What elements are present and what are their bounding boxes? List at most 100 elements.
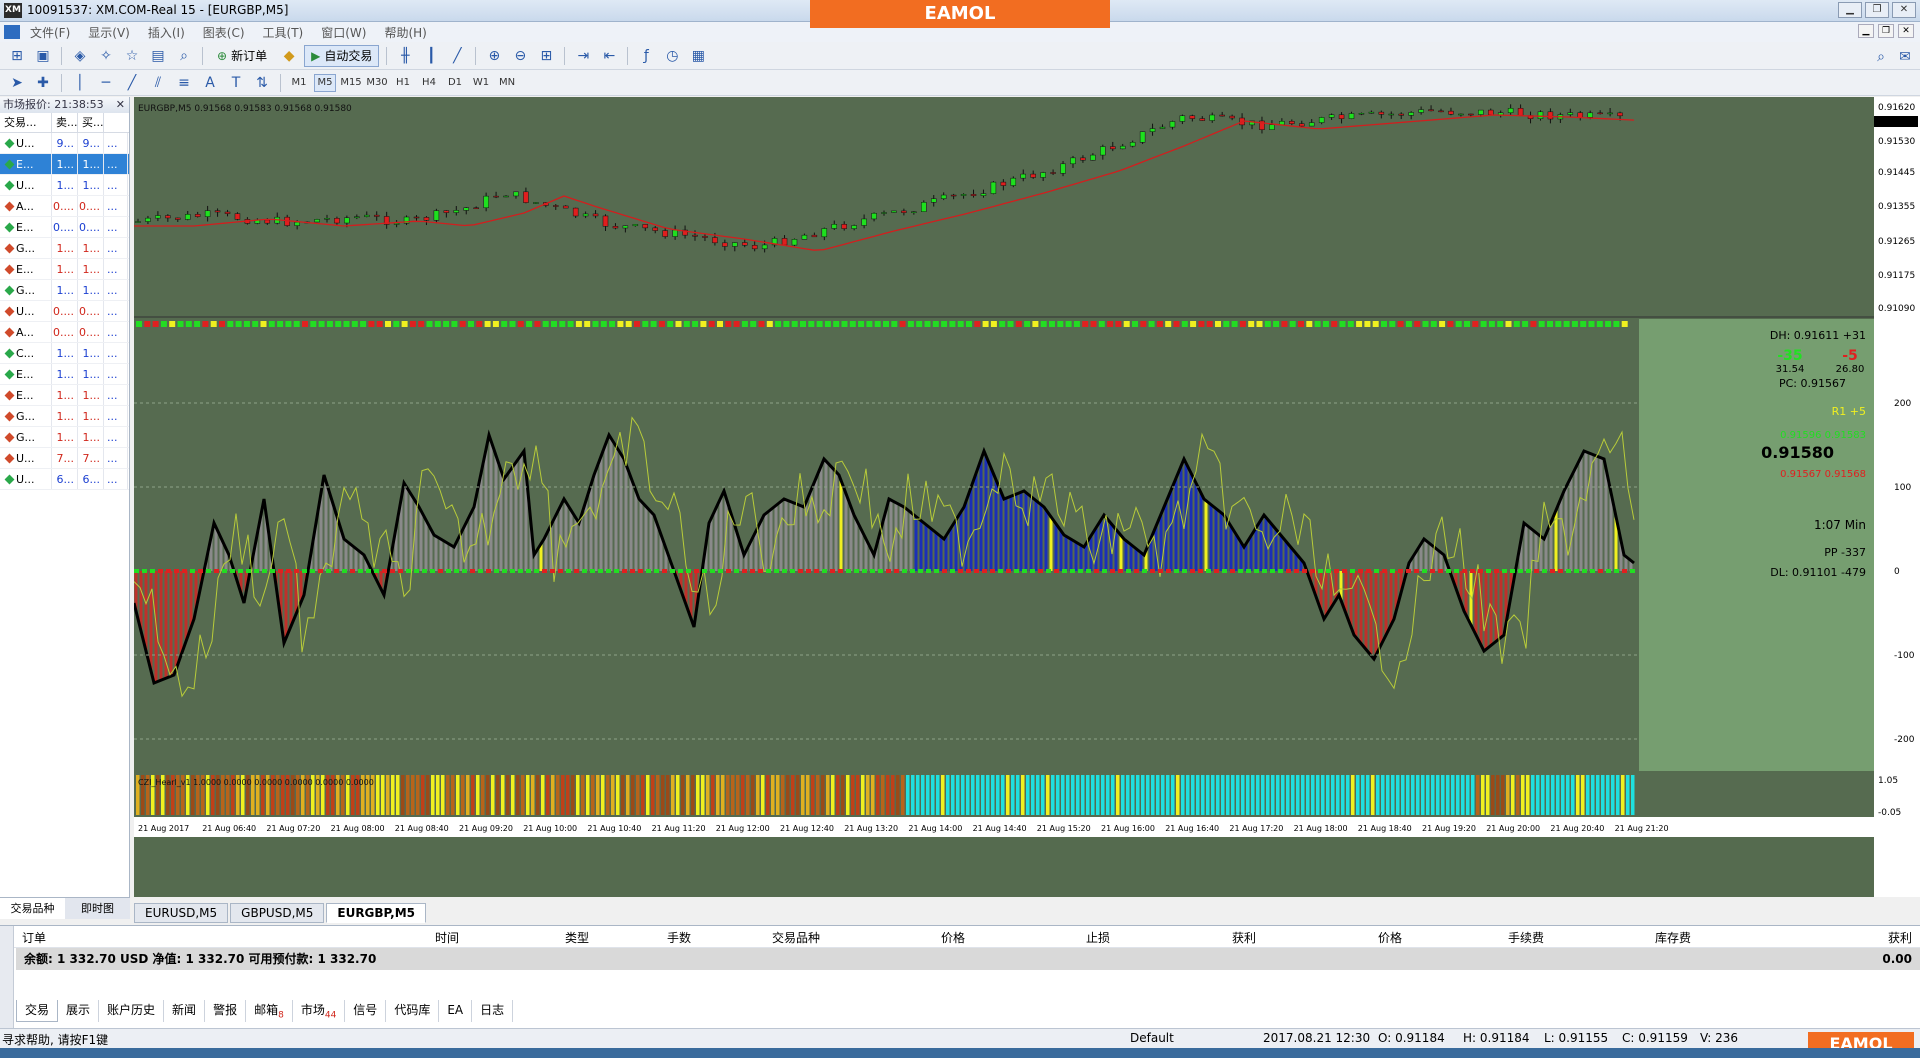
menu-charts[interactable]: 图表(C) (202, 25, 245, 40)
orders-column-header[interactable]: 价格 (1378, 931, 1403, 945)
timeframe-m15[interactable]: M15 (340, 77, 362, 88)
price-chart[interactable]: EURGBP,M5 0.91568 0.91583 0.91568 0.9158… (134, 97, 1920, 897)
candlestick-icon[interactable]: ┃ (427, 47, 436, 64)
menu-window[interactable]: 窗口(W) (321, 25, 367, 40)
minimize-button[interactable]: ▁ (1838, 2, 1862, 18)
templates-icon[interactable]: ▦ (691, 47, 705, 64)
timeframe-m1[interactable]: M1 (291, 77, 307, 88)
market-watch-row[interactable]: G... 1... 1...... (0, 406, 129, 427)
zoom-out-icon[interactable]: ⊖ (514, 47, 527, 64)
data-window-icon[interactable]: ✧ (100, 47, 112, 64)
orders-column-header[interactable]: 时间 (435, 931, 460, 945)
terminal-tab[interactable]: 代码库 (386, 1000, 440, 1022)
orders-column-header[interactable]: 获利 (1888, 931, 1913, 945)
close-button[interactable]: ✕ (1892, 2, 1916, 18)
market-watch-row[interactable]: U... 7... 7...... (0, 448, 129, 469)
child-minimize-button[interactable]: ▁ (1858, 24, 1874, 38)
indicators-icon[interactable]: ƒ (643, 47, 649, 64)
terminal-tab[interactable]: 新闻 (164, 1000, 206, 1022)
orders-column-header[interactable]: 类型 (565, 931, 590, 945)
terminal-tab[interactable]: 市场44 (293, 1000, 346, 1022)
zoom-in-icon[interactable]: ⊕ (488, 47, 501, 64)
orders-column-header[interactable]: 交易品种 (772, 931, 821, 945)
terminal-icon[interactable]: ▤ (151, 47, 165, 64)
balance-row[interactable]: 余额: 1 332.70 USD 净值: 1 332.70 可用预付款: 1 3… (16, 948, 1920, 970)
text-icon[interactable]: A (205, 74, 215, 91)
timeframe-d1[interactable]: D1 (447, 77, 463, 88)
text-label-icon[interactable]: T (231, 74, 241, 91)
timeframe-h1[interactable]: H1 (396, 77, 410, 88)
terminal-tab[interactable]: EA (439, 1000, 473, 1022)
tab-symbols[interactable]: 交易品种 (0, 898, 65, 919)
orders-column-header[interactable]: 获利 (1232, 931, 1257, 945)
fibonacci-icon[interactable]: ≡ (178, 74, 190, 91)
tab-tick-chart[interactable]: 即时图 (65, 898, 130, 919)
chart-tab-eurgbp[interactable]: EURGBP,M5 (326, 903, 426, 923)
menu-tools[interactable]: 工具(T) (262, 25, 304, 40)
terminal-tab[interactable]: 交易 (16, 1000, 59, 1022)
column-ask[interactable]: 买... (78, 113, 104, 132)
metaeditor-icon[interactable]: ◆ (283, 47, 295, 64)
market-watch-row[interactable]: U... 9... 9...... (0, 133, 129, 154)
market-watch-row[interactable]: U... 1... 1...... (0, 175, 129, 196)
orders-column-header[interactable]: 库存费 (1655, 931, 1692, 945)
market-watch-row[interactable]: E... 1... 1...... (0, 364, 129, 385)
terminal-tab[interactable]: 日志 (472, 1000, 514, 1022)
timeframe-m30[interactable]: M30 (366, 77, 388, 88)
market-watch-row[interactable]: E... 1... 1...... (0, 385, 129, 406)
profiles-icon[interactable]: ▣ (36, 47, 50, 64)
market-watch-row[interactable]: U... 0.... 0....... (0, 301, 129, 322)
strategy-tester-icon[interactable]: ⌕ (180, 47, 188, 64)
column-symbol[interactable]: 交易... (0, 113, 52, 132)
terminal-tab[interactable]: 信号 (345, 1000, 387, 1022)
terminal-tab[interactable]: 警报 (205, 1000, 247, 1022)
periods-icon[interactable]: ◷ (666, 47, 679, 64)
arrows-icon[interactable]: ⇅ (256, 74, 268, 91)
restore-button[interactable]: ❐ (1865, 2, 1889, 18)
menu-help[interactable]: 帮助(H) (384, 25, 427, 40)
market-watch-icon[interactable]: ◈ (74, 47, 86, 64)
timeframe-w1[interactable]: W1 (472, 77, 490, 88)
market-watch-row[interactable]: G... 1... 1...... (0, 238, 129, 259)
orders-column-header[interactable]: 手续费 (1508, 931, 1545, 945)
market-watch-row[interactable]: E... 1... 1...... (0, 154, 129, 175)
cursor-icon[interactable]: ➤ (11, 74, 23, 91)
autoscroll-icon[interactable]: ⇥ (577, 47, 590, 64)
orders-column-header[interactable]: 订单 (22, 931, 47, 945)
orders-column-header[interactable]: 手数 (667, 931, 692, 945)
close-icon[interactable]: ✕ (115, 98, 125, 111)
navigator-icon[interactable]: ☆ (125, 47, 139, 64)
tile-windows-icon[interactable]: ⊞ (540, 47, 553, 64)
market-watch-row[interactable]: G... 1... 1...... (0, 280, 129, 301)
terminal-tab[interactable]: 邮箱8 (246, 1000, 293, 1022)
market-watch-row[interactable]: A... 0.... 0....... (0, 196, 129, 217)
orders-column-header[interactable]: 价格 (941, 931, 966, 945)
menu-file[interactable]: 文件(F) (30, 25, 71, 40)
market-watch-row[interactable]: U... 6... 6...... (0, 469, 129, 490)
vertical-line-icon[interactable]: │ (75, 74, 85, 91)
bar-chart-icon[interactable]: ╫ (401, 47, 410, 64)
crosshair-icon[interactable]: ✚ (37, 74, 49, 91)
timeframe-m5[interactable]: M5 (314, 73, 336, 92)
auto-trading-button[interactable]: ▶ 自动交易 (304, 44, 380, 67)
search-icon[interactable]: ⌕ (1877, 49, 1885, 65)
horizontal-line-icon[interactable]: ─ (101, 74, 111, 91)
new-chart-icon[interactable]: ⊞ (11, 47, 23, 64)
terminal-tab[interactable]: 账户历史 (99, 1000, 165, 1022)
market-watch-row[interactable]: E... 0.... 0....... (0, 217, 129, 238)
chart-shift-icon[interactable]: ⇤ (603, 47, 616, 64)
new-order-button[interactable]: ⊕ 新订单 (210, 45, 274, 67)
market-watch-row[interactable]: E... 1... 1...... (0, 259, 129, 280)
child-close-button[interactable]: ✕ (1898, 24, 1914, 38)
timeframe-h4[interactable]: H4 (422, 77, 436, 88)
market-watch-row[interactable]: C... 1... 1...... (0, 343, 129, 364)
orders-column-header[interactable]: 止损 (1086, 931, 1111, 945)
app-menu-icon[interactable] (4, 25, 20, 39)
chart-tab-gbpusd[interactable]: GBPUSD,M5 (230, 903, 325, 923)
terminal-tab[interactable]: 展示 (58, 1000, 100, 1022)
column-bid[interactable]: 卖... (52, 113, 78, 132)
channel-icon[interactable]: ⫽ (154, 74, 162, 91)
menu-insert[interactable]: 插入(I) (147, 25, 185, 40)
child-restore-button[interactable]: ❐ (1878, 24, 1894, 38)
market-watch-row[interactable]: G... 1... 1...... (0, 427, 129, 448)
